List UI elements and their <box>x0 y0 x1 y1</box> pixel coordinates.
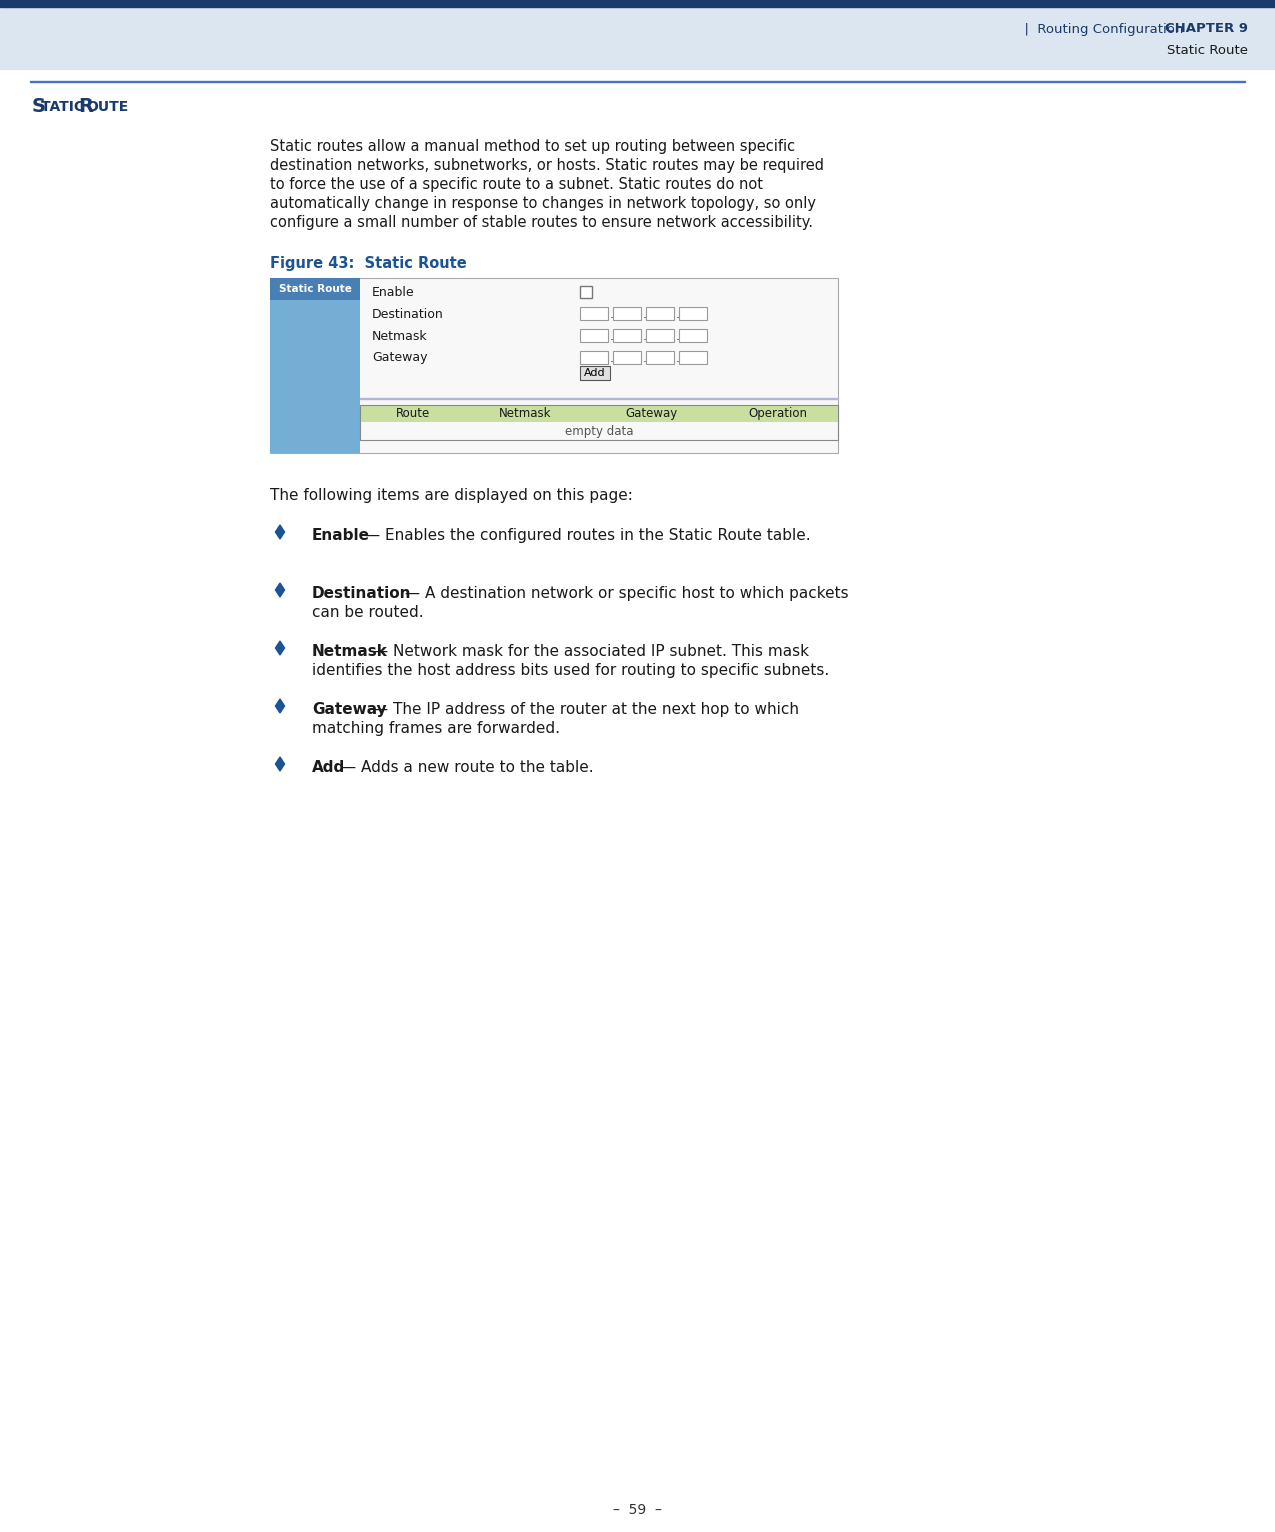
Polygon shape <box>275 757 284 771</box>
Bar <box>580 329 608 342</box>
Text: Gateway: Gateway <box>626 408 678 420</box>
Text: TATIC: TATIC <box>41 100 89 113</box>
Text: .: . <box>643 308 646 322</box>
Text: Netmask: Netmask <box>499 408 551 420</box>
Bar <box>580 306 608 320</box>
Text: Static routes allow a manual method to set up routing between specific: Static routes allow a manual method to s… <box>270 139 796 155</box>
Text: automatically change in response to changes in network topology, so only: automatically change in response to chan… <box>270 196 816 211</box>
Text: Static Route: Static Route <box>1167 44 1248 58</box>
Text: Gateway: Gateway <box>312 702 386 717</box>
Bar <box>270 277 838 453</box>
Text: Enable: Enable <box>372 285 414 299</box>
Text: — Enables the configured routes in the Static Route table.: — Enables the configured routes in the S… <box>360 529 811 542</box>
Text: Gateway: Gateway <box>372 351 427 365</box>
Text: matching frames are forwarded.: matching frames are forwarded. <box>312 722 560 735</box>
Text: CHAPTER 9: CHAPTER 9 <box>1165 23 1248 35</box>
Bar <box>580 286 592 299</box>
Text: .: . <box>609 352 615 365</box>
Bar <box>646 351 674 365</box>
Text: can be routed.: can be routed. <box>312 605 423 620</box>
Bar <box>680 351 708 365</box>
Text: OUTE: OUTE <box>87 100 129 113</box>
Bar <box>613 351 641 365</box>
Text: Netmask: Netmask <box>312 643 388 659</box>
Bar <box>680 306 708 320</box>
Bar <box>613 329 641 342</box>
Text: configure a small number of stable routes to ensure network accessibility.: configure a small number of stable route… <box>270 214 813 230</box>
Bar <box>580 366 609 380</box>
Text: destination networks, subnetworks, or hosts. Static routes may be required: destination networks, subnetworks, or ho… <box>270 158 824 173</box>
Text: Destination: Destination <box>312 587 412 601</box>
Text: empty data: empty data <box>565 424 634 438</box>
Bar <box>360 404 838 440</box>
Text: .: . <box>676 308 680 322</box>
Text: Destination: Destination <box>372 308 444 320</box>
Bar <box>270 277 360 300</box>
Text: Add: Add <box>312 760 346 775</box>
Bar <box>580 351 608 365</box>
Text: Figure 43:  Static Route: Figure 43: Static Route <box>270 256 467 271</box>
Text: .: . <box>676 329 680 343</box>
Text: — Adds a new route to the table.: — Adds a new route to the table. <box>337 760 594 775</box>
Text: — The IP address of the router at the next hop to which: — The IP address of the router at the ne… <box>368 702 799 717</box>
Text: –  59  –: – 59 – <box>613 1503 662 1517</box>
Text: Add: Add <box>584 368 606 378</box>
Bar <box>0 8 1275 69</box>
Text: identifies the host address bits used for routing to specific subnets.: identifies the host address bits used fo… <box>312 663 829 679</box>
Bar <box>613 306 641 320</box>
Polygon shape <box>275 525 284 539</box>
Text: to force the use of a specific route to a subnet. Static routes do not: to force the use of a specific route to … <box>270 178 762 192</box>
Polygon shape <box>275 699 284 712</box>
Bar <box>646 329 674 342</box>
Text: S: S <box>32 98 46 116</box>
Text: Enable: Enable <box>312 529 370 542</box>
Text: .: . <box>643 329 646 343</box>
Text: — A destination network or specific host to which packets: — A destination network or specific host… <box>400 587 849 601</box>
Text: Netmask: Netmask <box>372 329 427 343</box>
Bar <box>270 277 360 453</box>
Text: — Network mask for the associated IP subnet. This mask: — Network mask for the associated IP sub… <box>368 643 810 659</box>
Text: Route: Route <box>395 408 430 420</box>
Text: The following items are displayed on this page:: The following items are displayed on thi… <box>270 489 632 502</box>
Text: Static Route: Static Route <box>278 283 352 294</box>
Bar <box>360 404 838 421</box>
Text: R: R <box>78 98 93 116</box>
Bar <box>646 306 674 320</box>
Bar <box>0 0 1275 8</box>
Polygon shape <box>275 584 284 597</box>
Bar <box>680 329 708 342</box>
Text: .: . <box>609 308 615 322</box>
Text: .: . <box>643 352 646 365</box>
Polygon shape <box>275 640 284 656</box>
Text: |  Routing Configuration: | Routing Configuration <box>1016 23 1183 35</box>
Text: .: . <box>676 352 680 365</box>
Text: Operation: Operation <box>748 408 808 420</box>
Text: .: . <box>609 329 615 343</box>
